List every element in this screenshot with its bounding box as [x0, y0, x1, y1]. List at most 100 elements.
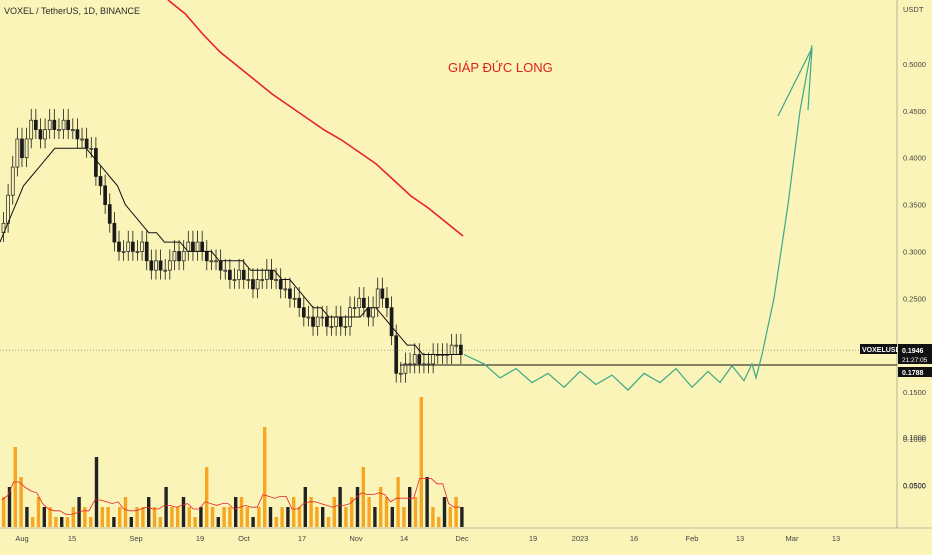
- volume-bar: [65, 517, 70, 527]
- time-axis-ticks: Aug 15 Sep 19 Oct 17 Nov 14 Dec 19 2023 16 Feb 13 Mar 1…: [15, 534, 840, 543]
- volume-bar: [118, 507, 122, 527]
- ma-slow-line: [167, 0, 464, 237]
- candle: [228, 258, 232, 289]
- volume-bar: [379, 487, 383, 527]
- volume-bar: [187, 507, 191, 527]
- candle: [301, 296, 306, 327]
- time-tick-label: Sep: [129, 534, 142, 543]
- volume-bar: [158, 517, 162, 527]
- volume-bar: [199, 507, 203, 527]
- time-tick-label: 14: [400, 534, 408, 543]
- volume-bar: [7, 487, 12, 527]
- level-price-tag: 0.1788: [898, 367, 932, 377]
- volume-bar: [245, 507, 249, 527]
- chart-annotation: GIÁP ĐỨC LONG: [448, 60, 553, 75]
- candle: [15, 127, 20, 177]
- candle: [135, 240, 140, 261]
- time-tick-label: Aug: [15, 534, 28, 543]
- time-tick-label: Nov: [349, 534, 363, 543]
- volume-bar: [367, 497, 371, 527]
- volume-bar: [141, 507, 145, 527]
- candle: [24, 127, 29, 168]
- volume-bar: [373, 507, 377, 527]
- volume-tick-label: 0.1000: [903, 433, 926, 442]
- candle: [47, 108, 52, 139]
- candle: [241, 258, 246, 289]
- candle: [278, 268, 283, 299]
- volume-bar: [83, 507, 87, 527]
- last-price-tag: 0.1946 21:27:05: [898, 344, 932, 364]
- volume-bar: [228, 507, 232, 527]
- price-axis-ticks: 0.5000 0.4500 0.4000 0.3500 0.3000 0.2500 0.15…: [903, 60, 926, 491]
- time-tick-label: 13: [832, 534, 840, 543]
- price-tick-label: 0.2500: [903, 294, 926, 303]
- candle: [61, 108, 66, 139]
- time-tick-label: 19: [196, 534, 204, 543]
- candle: [52, 108, 57, 139]
- time-tick-label: Feb: [686, 534, 699, 543]
- candle: [223, 258, 228, 280]
- volume-bar: [315, 507, 319, 527]
- price-tick-label: 0.5000: [903, 60, 926, 69]
- volume-bar: [112, 517, 116, 527]
- candle: [412, 343, 417, 374]
- time-tick-label: 2023: [572, 534, 589, 543]
- price-tick-label: 0.3000: [903, 247, 926, 256]
- volume-bar: [413, 497, 418, 527]
- volume-bar: [2, 497, 6, 527]
- volume-bar: [425, 477, 429, 527]
- candle: [33, 108, 38, 139]
- volume-bar: [210, 507, 215, 527]
- candle: [20, 127, 24, 168]
- symbol-title: VOXEL / TetherUS, 1D, BINANCE: [4, 6, 140, 16]
- candle: [315, 305, 320, 336]
- volume-bar: [193, 517, 197, 527]
- candle: [167, 249, 172, 280]
- volume-bar: [454, 497, 458, 527]
- candle: [329, 315, 334, 336]
- candle: [232, 268, 237, 289]
- candle: [357, 287, 362, 318]
- price-tick-label: 0.4500: [903, 107, 926, 116]
- time-tick-label: 16: [630, 534, 638, 543]
- volume-bar: [396, 477, 400, 527]
- volume-bar: [31, 517, 35, 527]
- candle: [403, 352, 408, 383]
- volume-bar: [390, 507, 394, 527]
- volume-bar: [147, 497, 151, 527]
- candle: [311, 305, 315, 336]
- volume-bar: [135, 507, 139, 527]
- price-tick-label: 0.1000: [903, 435, 926, 444]
- candle: [29, 108, 34, 149]
- candle: [112, 212, 117, 252]
- volume-bar: [431, 507, 435, 527]
- volume-bar: [361, 467, 365, 527]
- volume-bar: [48, 507, 52, 527]
- price-tick-label: 0.0500: [903, 482, 926, 491]
- candle: [66, 108, 71, 139]
- candle: [380, 277, 385, 308]
- volume-bar: [280, 507, 284, 527]
- candle: [103, 174, 107, 214]
- volume-bar: [129, 517, 133, 527]
- candle: [149, 249, 154, 280]
- volume-bar: [164, 487, 168, 527]
- volume-bar: [106, 507, 110, 527]
- volume-bar: [332, 497, 336, 527]
- candle: [177, 240, 181, 271]
- candle: [126, 230, 131, 261]
- volume-bar: [54, 517, 58, 527]
- volume-bar: [303, 487, 307, 527]
- projection-path[interactable]: [463, 45, 813, 391]
- candle: [131, 230, 135, 261]
- candle: [10, 155, 15, 205]
- volume-bar: [94, 457, 99, 527]
- volume-bar: [442, 497, 447, 527]
- candle: [75, 118, 80, 149]
- volume-bar: [419, 397, 423, 527]
- candle: [417, 343, 422, 374]
- candle: [394, 324, 399, 383]
